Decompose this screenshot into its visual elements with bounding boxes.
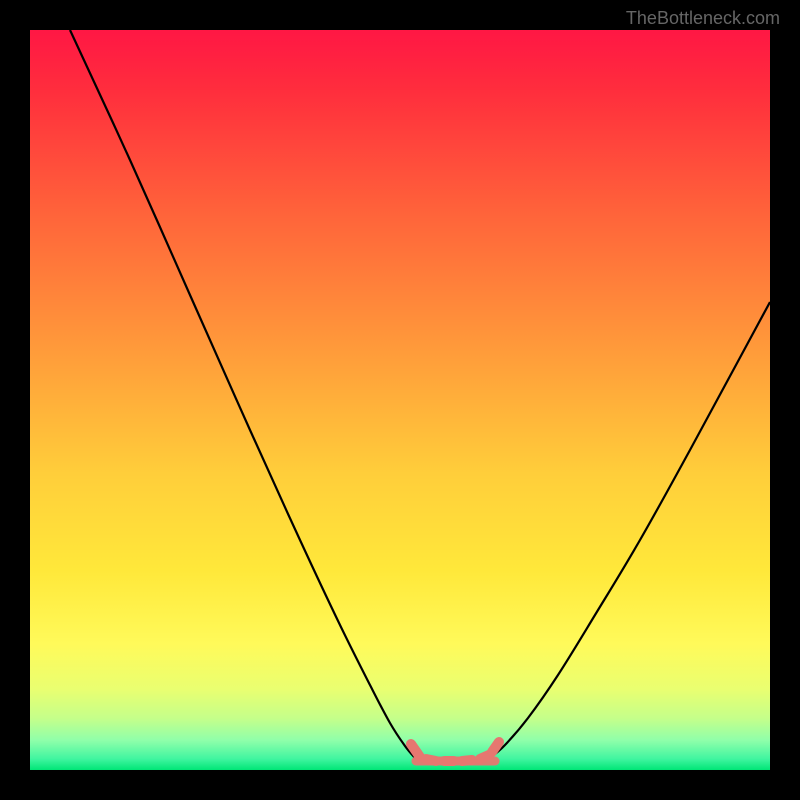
chart-background: [30, 30, 770, 770]
chart-svg: [30, 30, 770, 770]
watermark-text: TheBottleneck.com: [626, 8, 780, 29]
bottleneck-chart: [30, 30, 770, 770]
